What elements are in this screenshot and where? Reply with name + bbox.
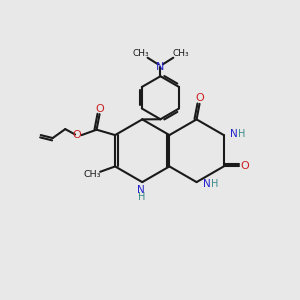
Text: N: N <box>137 185 145 196</box>
Text: N: N <box>230 129 238 139</box>
Text: O: O <box>240 161 249 171</box>
Text: O: O <box>195 94 204 103</box>
Text: H: H <box>211 178 218 189</box>
Text: CH₃: CH₃ <box>83 170 100 179</box>
Text: N: N <box>203 178 211 189</box>
Text: H: H <box>138 192 145 202</box>
Text: O: O <box>95 104 104 114</box>
Text: H: H <box>238 129 245 139</box>
Text: O: O <box>72 130 81 140</box>
Text: N: N <box>156 62 165 72</box>
Text: CH₃: CH₃ <box>132 49 149 58</box>
Text: CH₃: CH₃ <box>172 49 189 58</box>
